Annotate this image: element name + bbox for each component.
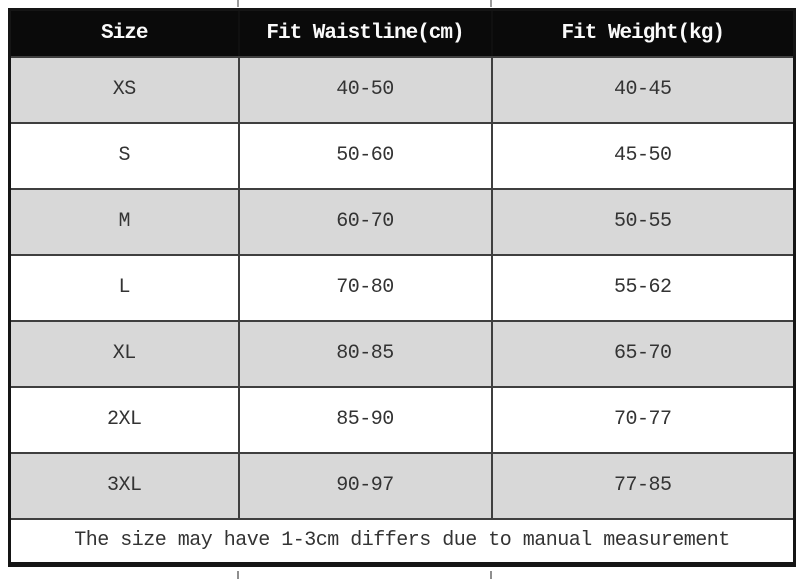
header-row: Size Fit Waistline(cm) Fit Weight(kg) <box>8 8 796 58</box>
table-row-xl: XL 80-85 65-70 <box>8 319 796 388</box>
size-cell: XS <box>8 55 240 124</box>
table-row-s: S 50-60 45-50 <box>8 121 796 190</box>
column-divider-tick <box>237 0 239 7</box>
column-divider-tick <box>237 571 239 579</box>
weight-cell: 50-55 <box>490 187 796 256</box>
table-row-2xl: 2XL 85-90 70-77 <box>8 385 796 454</box>
weight-cell: 55-62 <box>490 253 796 322</box>
column-header-size: Size <box>8 8 240 58</box>
weight-cell: 40-45 <box>490 55 796 124</box>
size-cell: XL <box>8 319 240 388</box>
table-row-xs: XS 40-50 40-45 <box>8 55 796 124</box>
waistline-cell: 85-90 <box>237 385 493 454</box>
size-chart-table: Size Fit Waistline(cm) Fit Weight(kg) XS… <box>8 8 796 567</box>
waistline-cell: 70-80 <box>237 253 493 322</box>
waistline-cell: 90-97 <box>237 451 493 520</box>
column-header-waistline: Fit Waistline(cm) <box>237 8 493 58</box>
column-divider-tick <box>490 571 492 579</box>
size-cell: M <box>8 187 240 256</box>
column-divider-tick <box>490 0 492 7</box>
size-cell: L <box>8 253 240 322</box>
column-header-weight: Fit Weight(kg) <box>490 8 796 58</box>
size-cell: 2XL <box>8 385 240 454</box>
waistline-cell: 60-70 <box>237 187 493 256</box>
size-cell: 3XL <box>8 451 240 520</box>
size-cell: S <box>8 121 240 190</box>
weight-cell: 45-50 <box>490 121 796 190</box>
waistline-cell: 40-50 <box>237 55 493 124</box>
note-row: The size may have 1-3cm differs due to m… <box>8 517 796 566</box>
measurement-note: The size may have 1-3cm differs due to m… <box>8 517 796 566</box>
table-row-l: L 70-80 55-62 <box>8 253 796 322</box>
table-row-3xl: 3XL 90-97 77-85 <box>8 451 796 520</box>
weight-cell: 70-77 <box>490 385 796 454</box>
weight-cell: 65-70 <box>490 319 796 388</box>
weight-cell: 77-85 <box>490 451 796 520</box>
waistline-cell: 50-60 <box>237 121 493 190</box>
waistline-cell: 80-85 <box>237 319 493 388</box>
table-row-m: M 60-70 50-55 <box>8 187 796 256</box>
